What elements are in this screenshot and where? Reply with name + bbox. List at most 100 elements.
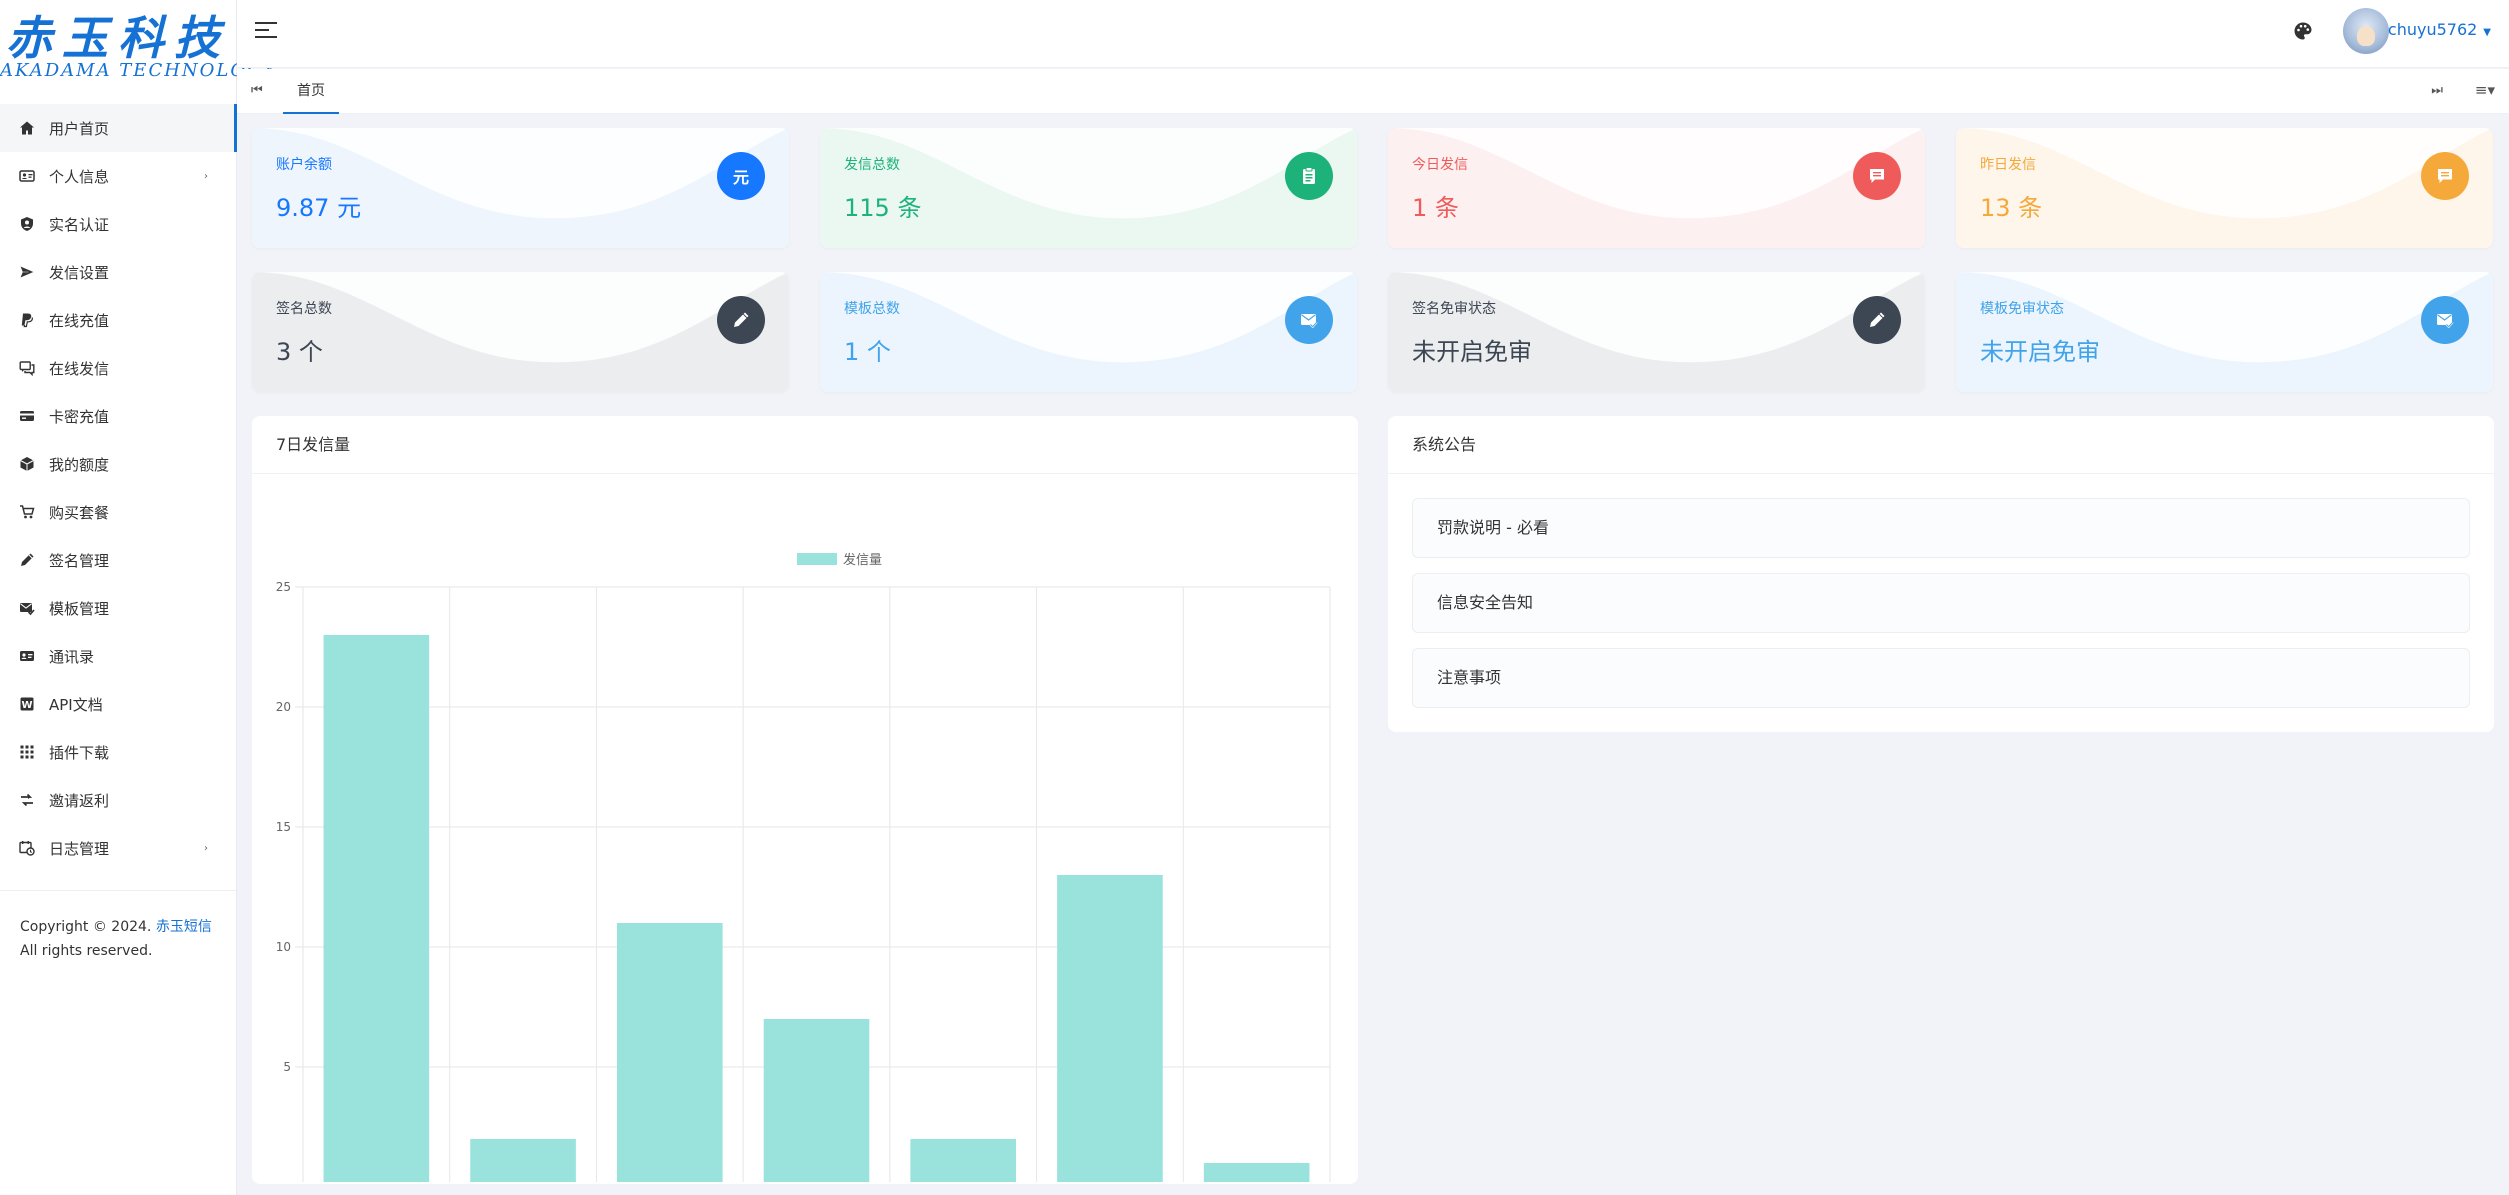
sidebar-item-13[interactable]: 插件下载 [0,728,236,776]
chevron-right-icon: › [204,842,208,854]
chevron-down-icon: ▼ [2483,27,2491,38]
sidebar-item-3[interactable]: 发信设置 [0,248,236,296]
sidebar-item-10[interactable]: 模板管理 [0,584,236,632]
stat-card-1[interactable]: 发信总数 115 条 [820,128,1357,248]
copyright-suffix: All rights reserved. [20,943,153,959]
stat-card-2[interactable]: 今日发信 1 条 [1388,128,1925,248]
message-icon [2421,152,2469,200]
address-card-icon [18,648,35,665]
sidebar-item-12[interactable]: W API文档 [0,680,236,728]
sidebar-item-9[interactable]: 签名管理 [0,536,236,584]
notice-item[interactable]: 信息安全告知 [1412,573,2470,633]
stat-card-7[interactable]: 模板免审状态 未开启免审 [1956,272,2493,392]
y-tick-label: 20 [276,700,291,714]
sidebar-item-15[interactable]: 日志管理 › [0,824,236,872]
sidebar-item-1[interactable]: 个人信息 › [0,152,236,200]
grid-icon [18,744,35,761]
bar [616,923,723,1187]
stat-card-value: 1 条 [1412,194,1459,222]
logo-chinese-text: 赤玉科技 [6,11,230,65]
card-wave-background [1956,272,2493,392]
stat-card-label: 签名免审状态 [1412,301,1496,317]
brand-logo[interactable]: 赤玉科技 AKADAMA TECHNOLOGY [0,0,278,96]
scroll-first-icon[interactable]: ⏮ [251,83,263,98]
avatar[interactable] [2343,8,2389,54]
stat-card-3[interactable]: 昨日发信 13 条 [1956,128,2493,248]
notice-item[interactable]: 注意事项 [1412,648,2470,708]
cart-icon [18,504,35,521]
sidebar-item-label: 模板管理 [49,599,110,618]
bar [763,1019,870,1187]
word-doc-icon: W [18,696,35,713]
palette-icon[interactable] [2293,21,2313,41]
sidebar-item-label: 通讯录 [49,647,95,666]
top-header: chuyu5762 ▼ [237,0,2509,68]
user-menu[interactable]: chuyu5762 ▼ [2388,20,2491,39]
sidebar-divider [0,890,236,891]
legend-swatch [797,553,837,565]
sidebar-item-label: API文档 [49,695,103,714]
sidebar-item-label: 插件下载 [49,743,110,762]
username: chuyu5762 [2387,20,2478,39]
stat-card-5[interactable]: 模板总数 1 个 [820,272,1357,392]
copyright-prefix: Copyright © 2024. [20,919,156,935]
sidebar-item-label: 日志管理 [49,839,110,858]
y-tick-label: 5 [283,1060,291,1074]
mail-check-icon [1285,296,1333,344]
send-icon [18,264,35,281]
sidebar-item-label: 在线发信 [49,359,110,378]
bar [1203,1163,1310,1187]
hamburger-icon[interactable] [255,22,277,40]
y-tick-label: 25 [276,580,291,594]
sidebar-item-11[interactable]: 通讯录 [0,632,236,680]
card-wave-background [1956,128,2493,248]
credit-card-icon [18,408,35,425]
sidebar-item-label: 我的额度 [49,455,110,474]
notice-item[interactable]: 罚款说明 - 必看 [1412,498,2470,558]
sidebar-item-label: 发信设置 [49,263,110,282]
card-wave-background [252,272,789,392]
bar-chart: 发信量05101520252024-03-092024-03-102024-03… [276,552,1331,1195]
stat-card-4[interactable]: 签名总数 3 个 [252,272,789,392]
y-tick-label: 10 [276,940,291,954]
sidebar-item-8[interactable]: 购买套餐 [0,488,236,536]
scroll-last-icon[interactable]: ⏭ [2431,83,2443,98]
card-wave-background [820,128,1357,248]
stat-card-6[interactable]: 签名免审状态 未开启免审 [1388,272,1925,392]
sidebar-item-7[interactable]: 我的额度 [0,440,236,488]
yuan-icon: 元 [717,152,765,200]
stat-card-label: 今日发信 [1412,157,1468,173]
y-tick-label: 0 [283,1180,291,1182]
sidebar-item-5[interactable]: 在线发信 [0,344,236,392]
stat-card-value: 115 条 [844,194,922,222]
copyright-link[interactable]: 赤玉短信 [155,919,212,935]
sidebar-item-label: 实名认证 [49,215,110,234]
sidebar-item-6[interactable]: 卡密充值 [0,392,236,440]
sidebar-item-14[interactable]: 邀请返利 [0,776,236,824]
mail-check-icon [2421,296,2469,344]
chart-panel: 7日发信量 发信量05101520252024-03-092024-03-102… [252,416,1358,1195]
sidebar-item-0[interactable]: 用户首页 [0,104,237,152]
y-tick-label: 15 [276,820,291,834]
calendar-clock-icon [18,840,35,857]
user-shield-icon [18,216,35,233]
sidebar-item-2[interactable]: 实名认证 [0,200,236,248]
stat-card-badge-text: 元 [732,168,749,187]
home-icon [18,120,35,137]
tabs-bar: ⏮ 首页 ⏭ ≡▾ [237,69,2509,114]
sidebar-item-label: 用户首页 [49,119,110,138]
tab-options-icon[interactable]: ≡▾ [2474,81,2495,99]
stat-card-label: 昨日发信 [1980,157,2036,173]
stat-card-0[interactable]: 账户余额 9.87 元 元 [252,128,789,248]
logo-english-text: AKADAMA TECHNOLOGY [0,60,278,81]
sidebar-item-label: 个人信息 [49,167,110,186]
message-icon [1853,152,1901,200]
stat-card-value: 未开启免审 [1980,338,2100,366]
chat-icon [18,360,35,377]
tab-home[interactable]: 首页 [283,69,339,114]
stat-card-value: 1 个 [844,338,891,366]
stat-card-value: 3 个 [276,338,323,366]
sidebar-item-4[interactable]: 在线充值 [0,296,236,344]
card-wave-background [1388,272,1925,392]
sidebar-nav: 用户首页 个人信息 › 实名认证 发信设置 在线充值 在线发信 卡密充值 我的额度 购买套餐 签名管… [0,104,237,872]
